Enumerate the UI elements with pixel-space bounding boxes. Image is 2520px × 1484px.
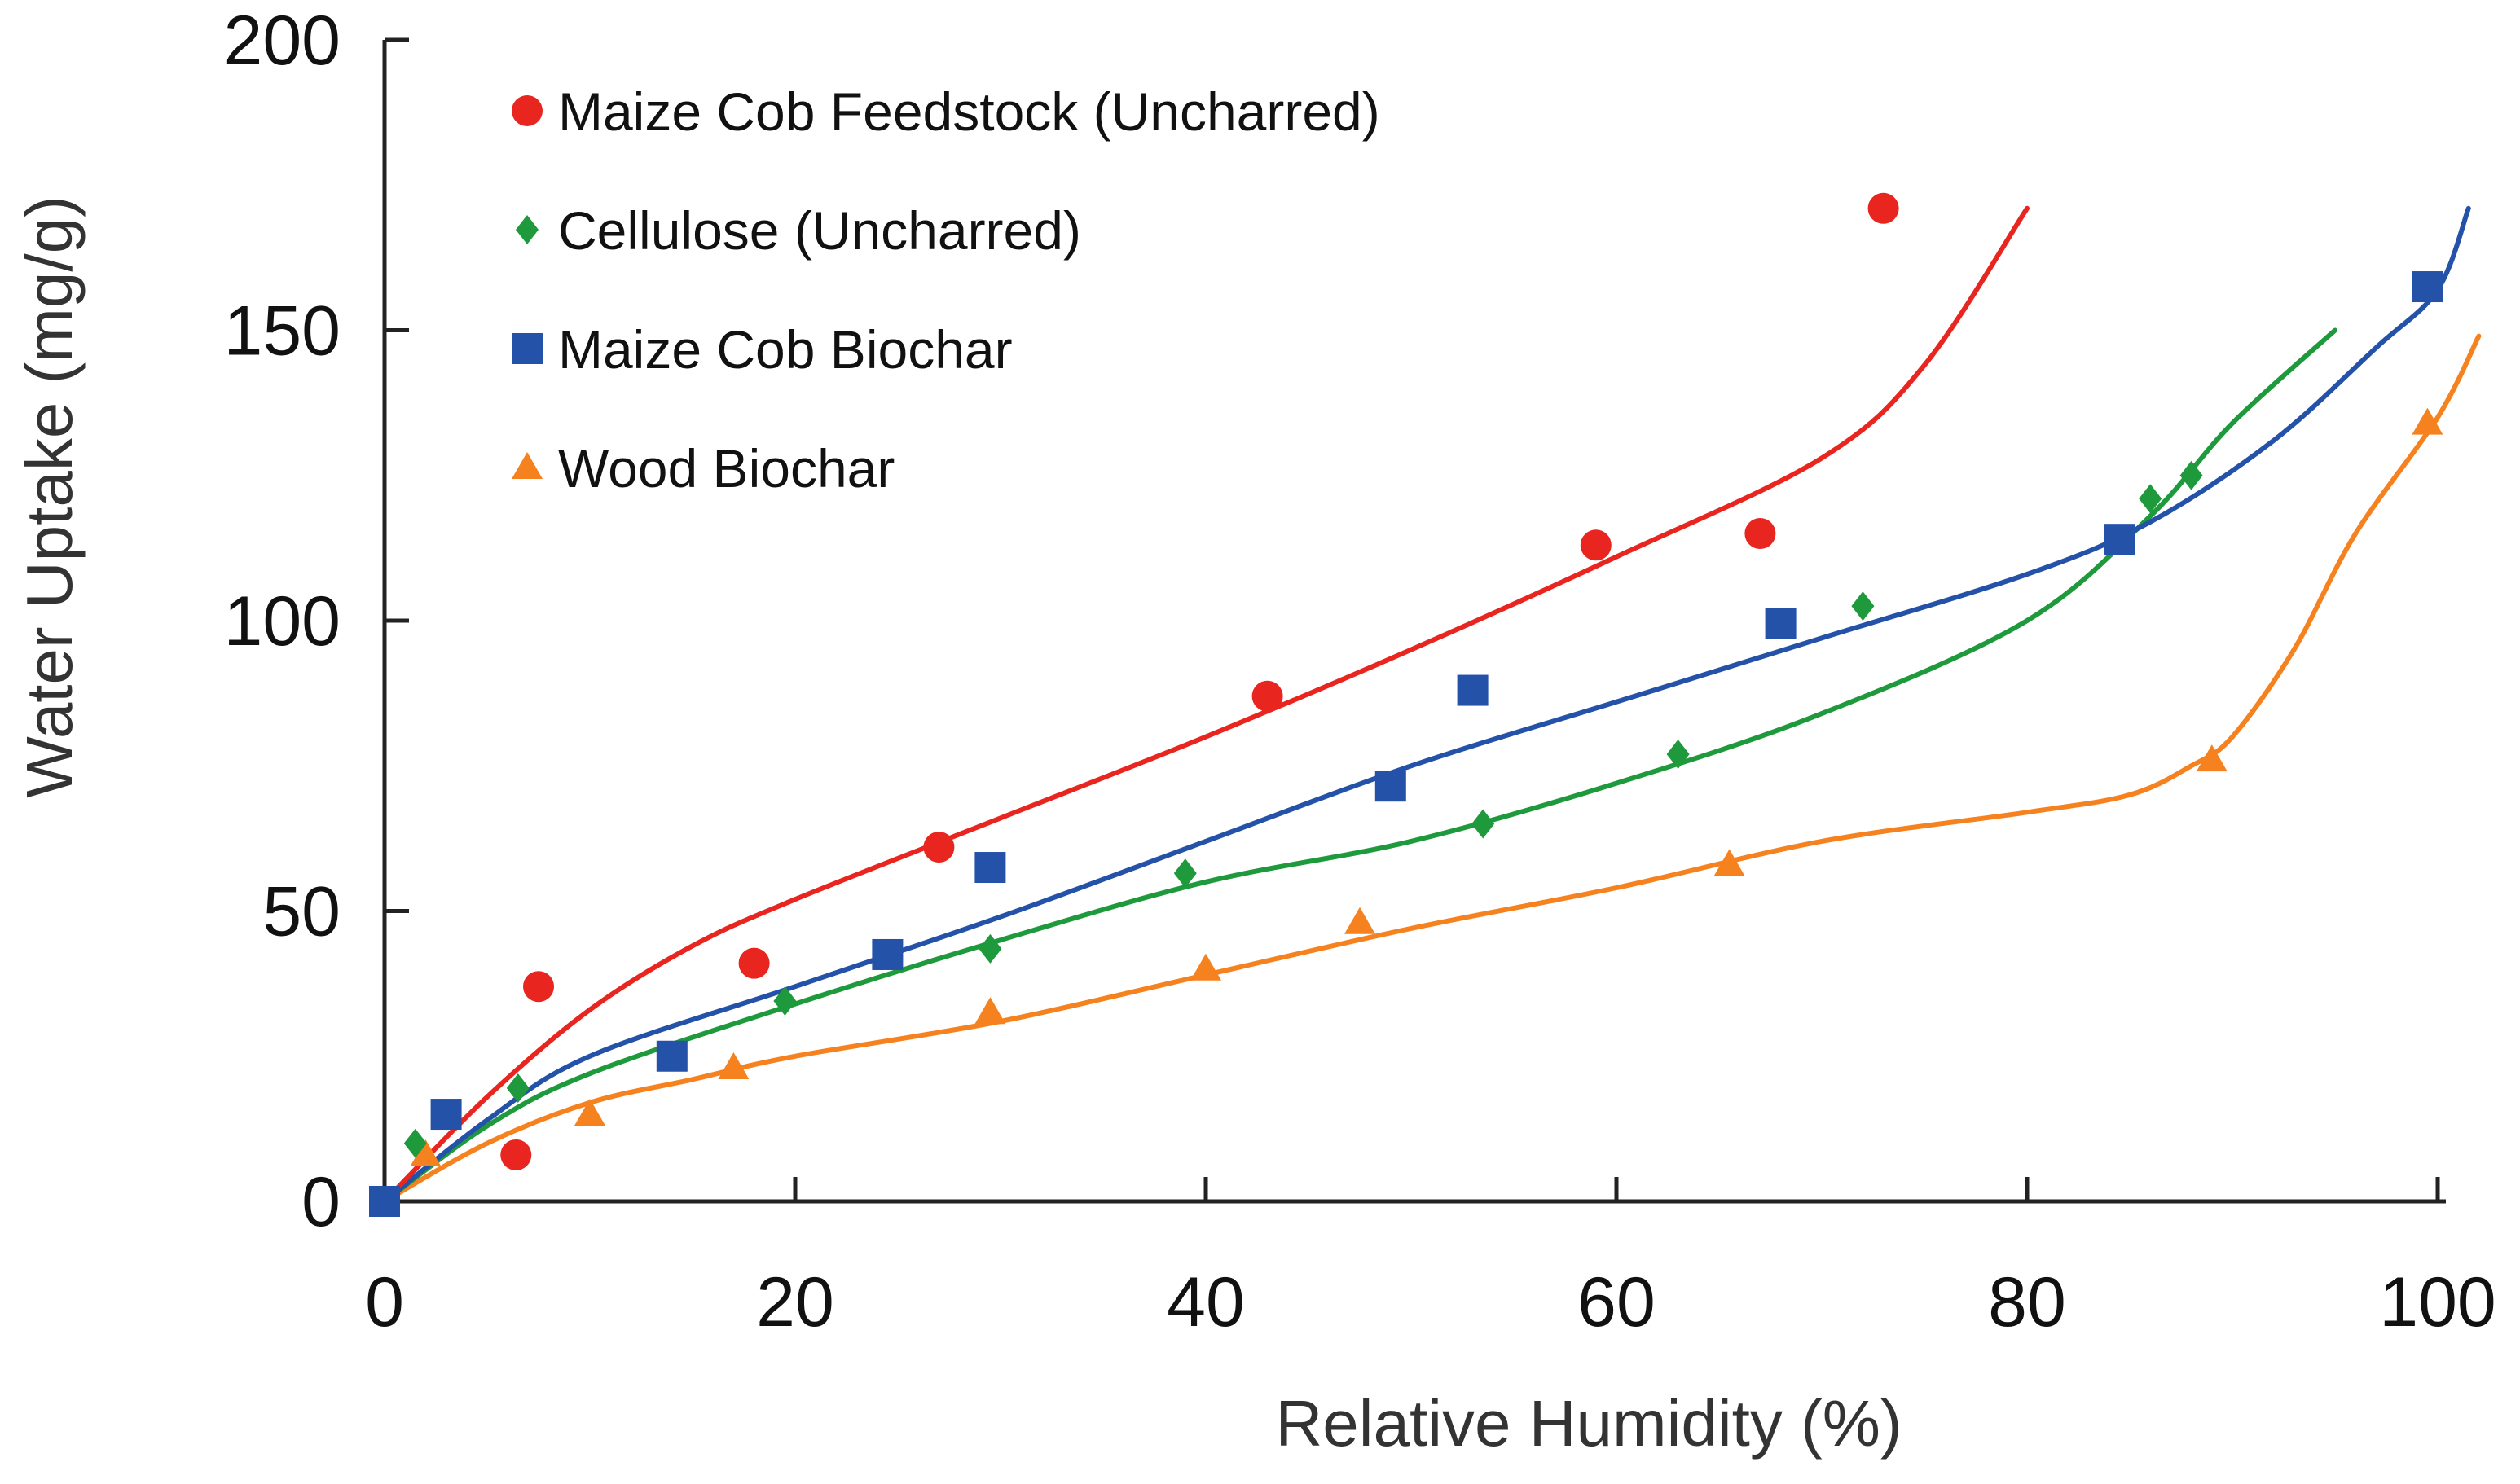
legend-marker-triangle: [512, 452, 543, 479]
x-tick-label: 80: [1988, 1263, 2066, 1341]
data-point-diamond: [773, 986, 797, 1016]
y-axis-title: Water Uptake (mg/g): [13, 195, 86, 797]
data-point-triangle: [1190, 953, 1221, 981]
x-axis-title: Relative Humidity (%): [1275, 1387, 1902, 1460]
data-point-square: [974, 852, 1006, 884]
data-point-diamond: [403, 1128, 427, 1158]
fit-curve-triangle: [382, 333, 2482, 1204]
legend-marker-circle: [512, 95, 543, 126]
y-tick-label: 150: [224, 292, 341, 371]
legend-label: Maize Cob Biochar: [558, 319, 1013, 380]
data-point-circle: [1744, 518, 1776, 550]
data-point-triangle: [1344, 907, 1375, 934]
legend-label: Maize Cob Feedstock (Uncharred): [558, 81, 1380, 142]
legend-marker-square: [512, 333, 543, 364]
data-point-triangle: [2412, 407, 2443, 435]
data-point-diamond: [1666, 739, 1690, 769]
data-point-circle: [923, 832, 955, 863]
data-point-diamond: [2139, 484, 2162, 514]
x-tick-label: 60: [1577, 1263, 1656, 1341]
data-point-triangle: [974, 997, 1006, 1025]
data-point-circle: [1251, 680, 1283, 712]
x-tick-label: 0: [365, 1263, 404, 1341]
y-tick-label: 50: [262, 873, 341, 951]
data-point-circle: [1580, 529, 1612, 561]
fit-curve-square: [382, 205, 2471, 1204]
data-point-square: [430, 1099, 462, 1131]
axes: 0 50 100 150 200 0 20 40 60 80 100: [224, 2, 2496, 1341]
data-point-square: [872, 938, 904, 970]
legend: Maize Cob Feedstock (Uncharred) Cellulose…: [512, 81, 1380, 498]
legend-label: Cellulose (Uncharred): [558, 200, 1081, 261]
data-point-triangle: [574, 1099, 605, 1126]
data-point-square: [1374, 771, 1406, 802]
data-point-diamond: [979, 933, 1002, 964]
data-points: [369, 192, 2443, 1217]
data-point-square: [656, 1040, 688, 1072]
x-tick-label: 100: [2379, 1263, 2496, 1341]
data-point-circle: [738, 947, 770, 979]
data-point-diamond: [1173, 858, 1197, 889]
data-point-triangle: [410, 1139, 442, 1166]
data-point-diamond: [2179, 460, 2203, 490]
legend-marker-diamond: [516, 215, 539, 244]
data-point-square: [2412, 271, 2443, 303]
data-point-circle: [500, 1139, 532, 1170]
y-tick-label: 200: [224, 2, 341, 80]
data-point-triangle: [2196, 744, 2228, 772]
x-tick-label: 20: [756, 1263, 834, 1341]
y-tick-label: 100: [224, 582, 341, 661]
x-tick-label: 40: [1167, 1263, 1245, 1341]
data-point-diamond: [506, 1073, 530, 1103]
legend-label: Wood Biochar: [558, 438, 895, 498]
y-tick-label: 0: [301, 1163, 341, 1241]
data-point-circle: [1867, 192, 1899, 224]
data-point-circle: [523, 971, 554, 1003]
data-point-triangle: [1713, 849, 1745, 876]
data-point-square: [1765, 608, 1797, 639]
data-point-square: [1457, 674, 1489, 706]
data-point-diamond: [1851, 591, 1875, 621]
data-point-square: [2104, 524, 2135, 555]
data-point-square: [369, 1186, 400, 1217]
data-point-diamond: [1471, 809, 1495, 839]
fit-curve-circle: [382, 205, 2030, 1204]
data-point-triangle: [718, 1052, 750, 1080]
